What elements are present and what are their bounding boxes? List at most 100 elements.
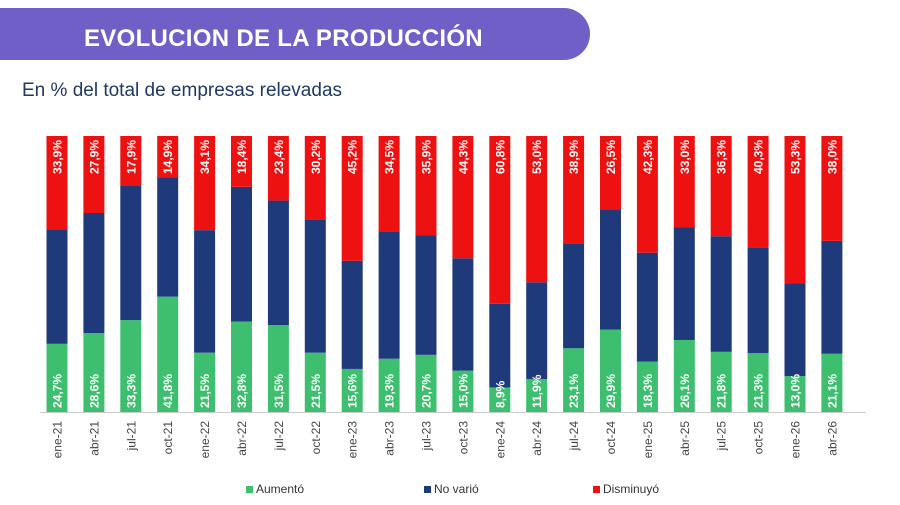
- x-tick-label-jul-24: jul-24: [567, 421, 581, 452]
- bar-segment-disminuy-oct-24: [600, 136, 621, 210]
- bar-segment-aument-ene-25: [636, 361, 658, 412]
- bar-segment-aument-oct-25: [747, 353, 769, 412]
- bar-segment-aument-oct-22: [304, 352, 326, 412]
- data-label-disminuyo-jul-23: 35,9%: [420, 140, 434, 174]
- x-tick-label-ene-26: ene-26: [789, 421, 803, 459]
- data-label-aumento-oct-25: 21,3%: [752, 374, 766, 408]
- data-label-disminuyo-abr-24: 53,0%: [530, 140, 544, 174]
- bar-segment-disminuy-jul-24: [563, 136, 585, 244]
- bar-segment-novari-jul-21: [120, 185, 142, 321]
- bar-segment-aument-ene-22: [194, 352, 216, 412]
- x-tick-label-ene-22: ene-22: [198, 421, 212, 459]
- x-tick-label-ene-24: ene-24: [493, 421, 507, 459]
- bar-segment-novari-jul-23: [415, 235, 437, 355]
- data-label-disminuyo-abr-21: 27,9%: [87, 140, 101, 174]
- data-label-disminuyo-oct-21: 14,9%: [161, 140, 175, 174]
- x-tick-label-oct-25: oct-25: [752, 421, 766, 455]
- data-label-aumento-jul-25: 21,8%: [715, 374, 729, 408]
- bar-segment-novari-ene-26: [784, 283, 806, 377]
- bar-segment-aument-ene-24: [489, 387, 511, 412]
- bar-segment-aument-abr-26: [821, 353, 843, 412]
- x-tick-label-ene-25: ene-25: [641, 421, 655, 459]
- chart-subtitle: En % del total de empresas relevadas: [22, 80, 343, 101]
- data-label-disminuyo-ene-24: 60,8%: [493, 140, 507, 174]
- data-label-aumento-ene-26: 13,0%: [789, 374, 803, 408]
- data-label-aumento-abr-25: 26,1%: [678, 374, 692, 408]
- data-label-aumento-ene-24: 8,9%: [493, 380, 507, 408]
- bar-segment-novari-abr-26: [821, 240, 843, 354]
- data-label-disminuyo-oct-24: 26,5%: [604, 140, 618, 174]
- data-label-aumento-ene-22: 21,5%: [198, 374, 212, 408]
- bar-segment-novari-oct-21: [157, 177, 179, 297]
- data-label-aumento-oct-22: 21,5%: [309, 374, 323, 408]
- data-label-disminuyo-ene-23: 45,2%: [346, 140, 360, 174]
- bar-segment-aument-oct-23: [452, 370, 474, 412]
- data-label-disminuyo-jul-24: 38,9%: [567, 140, 581, 174]
- bar-segment-aument-abr-24: [526, 379, 548, 412]
- data-label-aumento-jul-24: 23,1%: [567, 374, 581, 408]
- bar-segment-disminuy-ene-24: [489, 136, 511, 304]
- data-label-aumento-abr-22: 32,8%: [235, 374, 249, 408]
- bar-segment-disminuy-abr-22: [231, 136, 252, 187]
- x-tick-label-oct-22: oct-22: [309, 421, 323, 455]
- bar-segment-disminuy-ene-22: [194, 136, 216, 231]
- legend-item-aumento: Aumentó: [246, 482, 304, 496]
- bar-segment-disminuy-abr-26: [821, 136, 843, 241]
- data-label-aumento-abr-21: 28,6%: [87, 374, 101, 408]
- bar-segment-novari-ene-22: [194, 230, 216, 353]
- data-label-disminuyo-abr-22: 18,4%: [235, 140, 249, 174]
- bar-segment-disminuy-oct-25: [747, 136, 769, 248]
- x-tick-label-ene-21: ene-21: [51, 421, 65, 459]
- bar-segment-disminuy-jul-25: [710, 136, 732, 237]
- x-tick-label-jul-23: jul-23: [420, 421, 434, 452]
- bar-segment-aument-ene-26: [784, 376, 806, 412]
- bar-segment-novari-abr-22: [231, 186, 252, 322]
- bar-segment-disminuy-jul-21: [120, 136, 142, 186]
- data-label-disminuyo-ene-21: 33,9%: [51, 140, 65, 174]
- bar-segment-novari-abr-25: [673, 227, 695, 340]
- bar-segment-aument-oct-24: [600, 329, 621, 412]
- data-label-aumento-oct-21: 41,8%: [161, 374, 175, 408]
- bar-segment-disminuy-abr-25: [673, 136, 695, 228]
- data-label-aumento-abr-26: 21,1%: [825, 374, 839, 408]
- bar-segment-novari-jul-22: [267, 200, 289, 326]
- bar-segment-aument-oct-21: [157, 296, 179, 412]
- data-label-disminuyo-ene-26: 53,3%: [789, 140, 803, 174]
- x-tick-label-jul-21: jul-21: [124, 421, 138, 452]
- x-tick-label-oct-24: oct-24: [604, 421, 618, 455]
- data-label-aumento-oct-24: 29,9%: [604, 374, 618, 408]
- x-tick-label-oct-21: oct-21: [161, 421, 175, 455]
- bar-segment-aument-jul-23: [415, 354, 437, 412]
- x-tick-label-abr-21: abr-21: [87, 421, 101, 456]
- legend-label-no-vario: No varió: [434, 482, 479, 496]
- data-label-disminuyo-abr-25: 33,0%: [678, 140, 692, 174]
- legend-label-aumento: Aumentó: [256, 482, 305, 496]
- legend-swatch-disminuyo: [593, 485, 600, 493]
- legend-swatch-aumento: [246, 485, 253, 493]
- data-label-disminuyo-oct-22: 30,2%: [309, 140, 323, 174]
- bar-segment-aument-jul-25: [710, 351, 732, 412]
- data-label-aumento-oct-23: 15,0%: [456, 374, 470, 408]
- bar-segment-disminuy-oct-22: [304, 136, 326, 220]
- x-tick-label-jul-25: jul-25: [715, 421, 729, 452]
- bar-segment-aument-jul-24: [563, 348, 585, 412]
- x-tick-label-abr-26: abr-26: [825, 421, 839, 456]
- page-title: EVOLUCION DE LA PRODUCCIÓN: [84, 25, 483, 52]
- bar-segment-novari-jul-24: [563, 243, 585, 349]
- bar-segment-disminuy-jul-22: [267, 136, 289, 201]
- bar-segment-disminuy-ene-26: [784, 136, 806, 284]
- bar-segment-disminuy-ene-25: [636, 136, 658, 253]
- bar-segment-novari-oct-25: [747, 247, 769, 354]
- bar-segment-novari-jul-25: [710, 236, 732, 352]
- data-label-aumento-abr-23: 19,3%: [383, 374, 397, 408]
- legend-label-disminuyo: Disminuyó: [603, 482, 660, 496]
- bar-segment-disminuy-abr-23: [378, 136, 400, 232]
- x-tick-label-abr-24: abr-24: [530, 421, 544, 456]
- bar-segment-disminuy-oct-23: [452, 136, 474, 259]
- bar-segment-disminuy-abr-24: [526, 136, 548, 283]
- bar-segment-novari-oct-22: [304, 219, 326, 353]
- bar-segment-disminuy-ene-21: [46, 136, 68, 230]
- x-tick-label-abr-25: abr-25: [678, 421, 692, 456]
- data-label-disminuyo-abr-23: 34,5%: [383, 140, 397, 174]
